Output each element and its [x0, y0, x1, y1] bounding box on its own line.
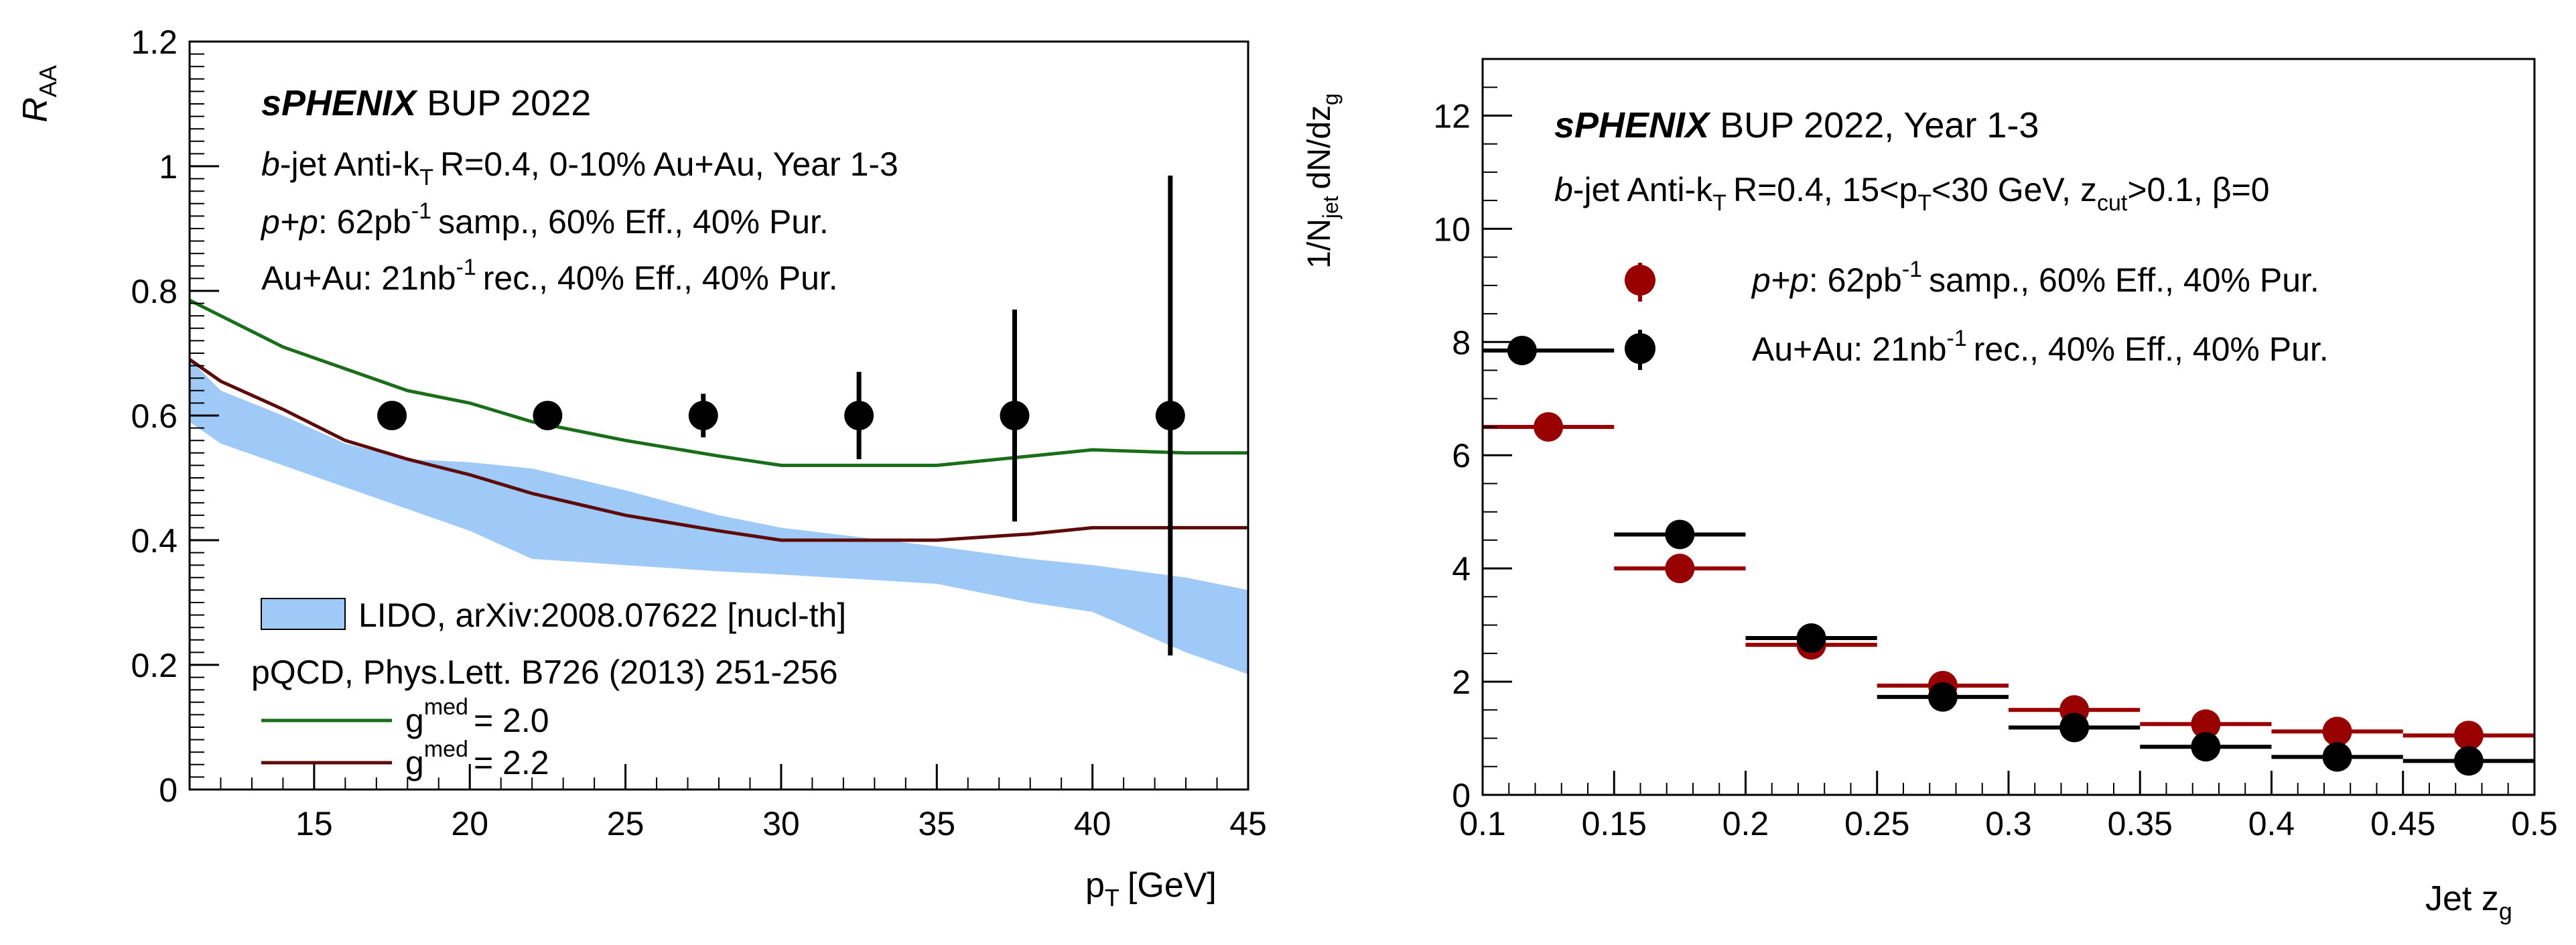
raa-point: [377, 401, 407, 430]
right-ylabel: 1/NjetdN/dzg: [1302, 93, 1343, 269]
auau-point: [2271, 742, 2403, 772]
zg-points-layer: [1483, 335, 2534, 776]
zg-marker: [1927, 682, 1958, 712]
zg-marker: [1665, 554, 1695, 584]
right-y-tick-label: 0: [1452, 777, 1471, 814]
pp-point: [2402, 720, 2534, 751]
left-x-tick-label: 35: [918, 805, 955, 842]
left-y-tick-label: 0: [159, 771, 178, 809]
curve-gmed-2-0: [188, 298, 1248, 467]
auau-point: [1877, 682, 2009, 712]
left-y-tick-label: 0.6: [131, 397, 178, 435]
auau-point: [1614, 519, 1746, 550]
pp-point: [2140, 709, 2272, 739]
left-y-tick-label: 0.8: [131, 273, 178, 310]
curve-gmed-2-2: [188, 358, 1248, 542]
right-x-tick-label: 0.1: [1459, 805, 1506, 842]
right-chart: 0.1 0.15 0.2 0.25 0.3 0.35 0.4 0.45 0.5 0 2 4 6 8 10 12…: [1302, 58, 2558, 925]
raa-point: [533, 401, 563, 430]
raa-marker: [844, 401, 874, 430]
zg-marker: [1665, 519, 1695, 550]
left-y-tick-label: 1.2: [131, 23, 178, 61]
lido-band: [190, 359, 1248, 674]
right-x-tick-label: 0.2: [1722, 805, 1769, 842]
right-experiment-label: sPHENIX BUP 2022, Year 1-3: [1554, 105, 2039, 145]
auau-point: [1745, 623, 1877, 653]
right-y-tick-label: 6: [1452, 437, 1471, 475]
left-annotation-line3: Au+Au: 21nb-1 rec., 40% Eff., 40% Pur.: [261, 255, 838, 297]
left-y-tick-label: 1: [159, 148, 178, 186]
zg-marker: [2322, 742, 2352, 772]
left-y-tick-label: 0.2: [131, 647, 178, 684]
zg-marker: [1796, 623, 1826, 653]
right-y-tick-label: 2: [1452, 664, 1471, 701]
left-experiment-label: sPHENIX BUP 2022: [261, 83, 591, 123]
left-y-tick-label: 0.4: [131, 522, 178, 560]
zg-marker: [1507, 335, 1537, 365]
left-xlabel: pT [GeV]: [1085, 866, 1217, 911]
raa-point: [688, 393, 718, 438]
raa-marker: [533, 401, 563, 430]
legend-lido-label: LIDO, arXiv:2008.07622 [nucl-th]: [358, 596, 846, 634]
raa-points-layer: [377, 175, 1185, 656]
legend-pp-label: p+p: 62pb-1 samp., 60% Eff., 40% Pur.: [1751, 257, 2319, 299]
auau-point: [2402, 746, 2534, 776]
left-x-tick-label: 25: [607, 805, 645, 842]
zg-marker: [2191, 732, 2221, 762]
right-y-tick-label: 8: [1452, 324, 1471, 361]
zg-marker: [2453, 746, 2484, 776]
pp-point: [1614, 554, 1746, 584]
legend-g22-label: gmed = 2.2: [405, 737, 549, 781]
right-x-tick-label: 0.3: [1985, 805, 2032, 842]
left-annotation-line2: p+p: 62pb-1 samp., 60% Eff., 40% Pur.: [260, 198, 829, 241]
auau-point: [1483, 335, 1615, 365]
raa-point: [844, 371, 874, 460]
legend-lido-swatch: [261, 598, 346, 630]
left-chart: 15 20 25 30 35 40 45 0 0.2 0.4 0.6 0.8 1 1.2 RAA pT [G…: [16, 23, 1267, 911]
pqcd-curves-layer: [188, 298, 1248, 542]
left-x-tick-label: 15: [295, 805, 333, 842]
left-annotation-line1: b-jet Anti-kT R=0.4, 0-10% Au+Au, Year 1-…: [261, 145, 898, 190]
right-x-tick-label: 0.15: [1582, 805, 1647, 842]
zg-marker: [2191, 709, 2221, 739]
pp-point: [1483, 412, 1615, 442]
right-xlabel: Jet zg: [2425, 879, 2512, 925]
raa-point: [1155, 175, 1185, 656]
legend-g20-label: gmed = 2.0: [405, 694, 549, 739]
left-x-tick-label: 20: [451, 805, 488, 842]
right-x-tick-label: 0.5: [2511, 805, 2558, 842]
right-y-tick-label: 4: [1452, 550, 1471, 588]
left-x-tick-label: 40: [1074, 805, 1111, 842]
zg-marker: [2453, 720, 2484, 751]
raa-marker: [377, 401, 407, 430]
left-x-tick-label: 30: [762, 805, 800, 842]
right-x-tick-label: 0.4: [2248, 805, 2295, 842]
zg-marker: [2059, 712, 2090, 743]
right-y-tick-label: 12: [1433, 97, 1471, 135]
zg-marker: [1534, 412, 1564, 442]
left-ylabel: RAA: [16, 65, 62, 123]
pp-point: [2271, 716, 2403, 747]
right-x-tick-label: 0.35: [2108, 805, 2173, 842]
raa-point: [1000, 309, 1030, 522]
right-axis-ticks: 0.1 0.15 0.2 0.25 0.3 0.35 0.4 0.45 0.5 0 2 4 6 8 10 12: [1433, 58, 2558, 842]
legend-pp-marker: [1625, 263, 1655, 302]
zg-marker: [2322, 716, 2352, 747]
raa-marker: [1000, 401, 1030, 430]
legend-auau-marker: [1625, 330, 1655, 370]
left-x-tick-label: 45: [1229, 805, 1267, 842]
right-x-tick-label: 0.25: [1844, 805, 1909, 842]
legend-pqcd-label: pQCD, Phys.Lett. B726 (2013) 251-256: [251, 653, 838, 691]
raa-marker: [1155, 401, 1185, 430]
right-y-tick-label: 10: [1433, 210, 1471, 248]
right-annotation-line1: b-jet Anti-kT R=0.4, 15<pT<30 GeV, zcut>0…: [1554, 171, 2270, 216]
auau-point: [2140, 732, 2272, 762]
lido-band-layer: [190, 359, 1248, 674]
raa-marker: [688, 401, 718, 430]
right-x-tick-label: 0.45: [2370, 805, 2435, 842]
legend-auau-label: Au+Au: 21nb-1 rec., 40% Eff., 40% Pur.: [1752, 326, 2329, 368]
auau-point: [2009, 712, 2141, 743]
left-axis-ticks: 15 20 25 30 35 40 45 0 0.2 0.4 0.6 0.8 1 1.2: [131, 23, 1266, 842]
